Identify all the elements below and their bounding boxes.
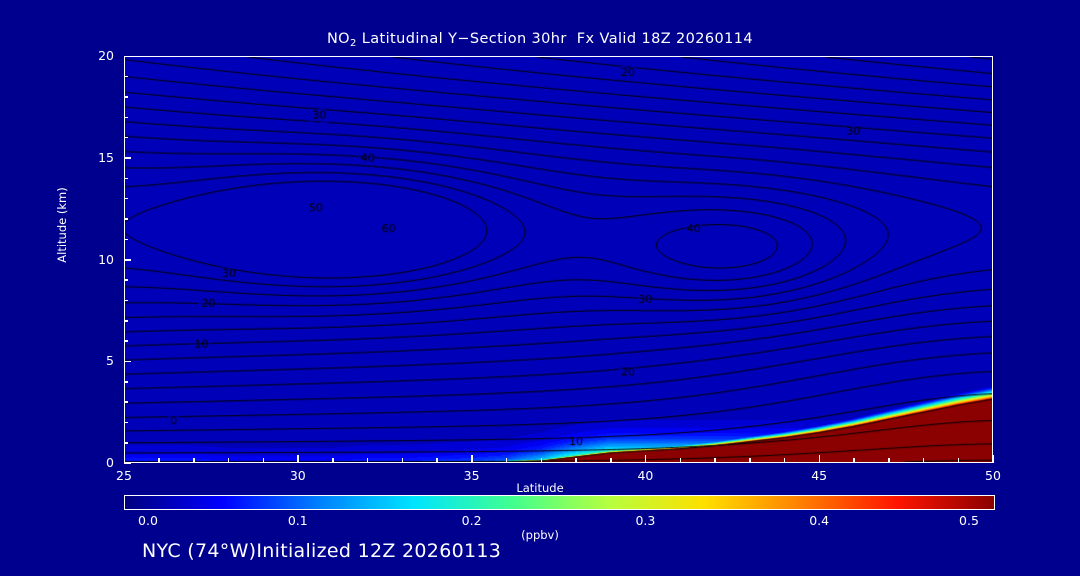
x-tick-major	[644, 455, 647, 463]
x-tick-minor	[505, 458, 508, 463]
colorbar	[124, 495, 995, 510]
x-tick-minor	[332, 458, 334, 463]
y-tick-minor	[124, 299, 128, 302]
footer-caption: NYC (74°W)Initialized 12Z 20260113	[142, 540, 502, 562]
title-species: NO	[326, 31, 350, 47]
x-tick-major	[123, 455, 125, 463]
colorbar-unit-label: (ppbv)	[521, 528, 559, 542]
y-tick-major	[124, 157, 131, 159]
x-tick-major	[297, 455, 299, 463]
y-tick-minor	[124, 136, 128, 139]
page-title: NO2 Latitudinal Y−Section 30hr Fx Valid …	[0, 31, 1080, 49]
x-tick-minor	[610, 458, 612, 463]
x-tick-minor	[783, 458, 786, 463]
y-tick-major	[124, 55, 131, 57]
x-tick-major	[471, 455, 473, 463]
y-tick-minor	[124, 218, 128, 220]
x-tick-minor	[922, 458, 925, 463]
y-tick-minor	[124, 177, 128, 180]
y-tick-minor	[124, 442, 128, 444]
colorbar-gradient	[125, 496, 994, 509]
title-rest: Latitudinal Y−Section 30hr Fx Valid 18Z …	[356, 31, 754, 47]
colorbar-tick-label: 0.3	[635, 513, 656, 528]
y-tick-label: 10	[98, 251, 114, 267]
x-tick-minor	[262, 458, 265, 463]
x-tick-minor	[227, 458, 230, 463]
x-axis-label: Latitude	[516, 481, 564, 495]
y-tick-minor	[124, 75, 128, 78]
y-tick-minor	[124, 320, 128, 322]
x-tick-label: 25	[116, 468, 132, 483]
y-tick-label: 0	[106, 455, 114, 470]
x-tick-minor	[436, 458, 438, 463]
x-tick-major	[992, 455, 994, 463]
x-tick-minor	[193, 458, 195, 463]
x-tick-minor	[679, 458, 682, 463]
y-tick-minor	[124, 96, 128, 98]
x-tick-minor	[853, 458, 855, 463]
y-tick-minor	[124, 401, 128, 403]
x-tick-minor	[575, 458, 577, 463]
y-tick-major	[124, 360, 131, 363]
x-tick-minor	[749, 458, 751, 463]
x-tick-minor	[158, 458, 160, 463]
x-tick-label: 45	[811, 468, 828, 483]
contour-fill-canvas	[125, 57, 992, 462]
y-tick-label: 5	[106, 353, 114, 369]
plot-area	[124, 56, 993, 463]
colorbar-tick-label: 0.5	[959, 513, 979, 528]
x-tick-minor	[714, 458, 716, 463]
x-tick-label: 30	[289, 468, 306, 483]
x-tick-minor	[366, 458, 369, 463]
y-tick-minor	[124, 116, 128, 119]
colorbar-tick-label: 0.0	[138, 513, 158, 528]
x-tick-major	[818, 455, 821, 463]
x-tick-label: 40	[637, 468, 654, 483]
x-tick-label: 35	[463, 468, 480, 483]
y-tick-minor	[124, 279, 128, 281]
x-tick-minor	[888, 458, 890, 463]
y-tick-major	[124, 259, 131, 261]
y-tick-major	[124, 462, 131, 464]
colorbar-tick-label: 0.4	[809, 513, 830, 528]
y-axis-label: Altitude (km)	[55, 187, 69, 263]
y-tick-minor	[124, 238, 128, 241]
y-tick-minor	[124, 197, 128, 200]
y-tick-minor	[124, 340, 128, 342]
x-tick-minor	[957, 458, 960, 463]
title-subscript: 2	[350, 38, 357, 49]
x-tick-minor	[401, 458, 404, 463]
x-tick-label: 50	[985, 468, 1001, 483]
y-tick-minor	[124, 381, 128, 383]
y-tick-label: 15	[98, 149, 114, 165]
y-tick-minor	[124, 421, 128, 424]
colorbar-tick-label: 0.2	[461, 513, 482, 528]
y-tick-label: 20	[98, 48, 114, 63]
colorbar-tick-label: 0.1	[287, 513, 308, 528]
x-tick-minor	[540, 458, 543, 463]
